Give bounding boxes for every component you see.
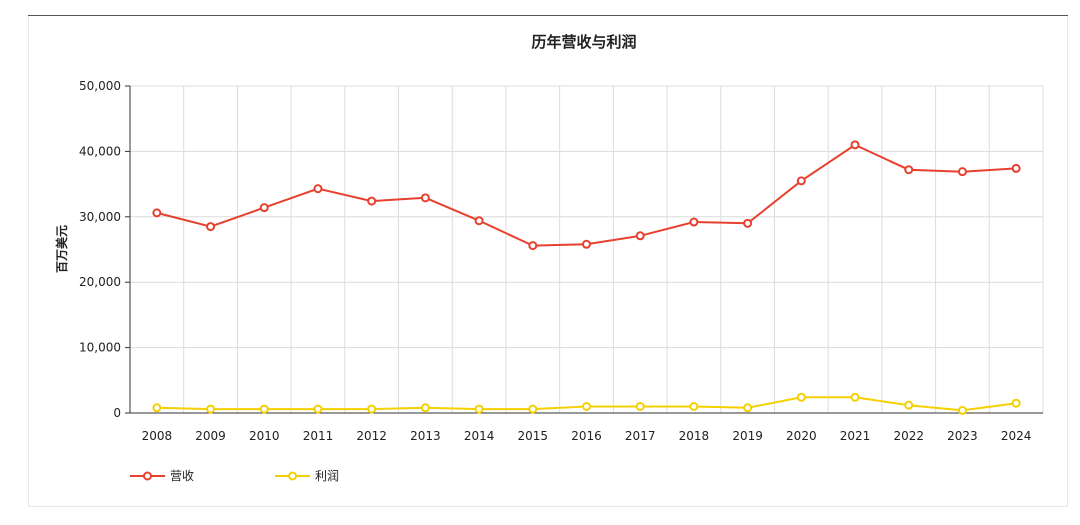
- x-tick-label: 2019: [732, 429, 763, 443]
- y-axis-label: 百万美元: [54, 225, 69, 273]
- data-point[interactable]: [152, 403, 162, 413]
- data-point[interactable]: [796, 176, 806, 186]
- data-point[interactable]: [582, 239, 591, 249]
- x-tick-label: 2016: [571, 429, 602, 443]
- data-point[interactable]: [635, 231, 645, 241]
- x-tick-label: 2008: [142, 429, 173, 443]
- data-point[interactable]: [528, 241, 538, 251]
- x-tick-label: 2018: [679, 429, 710, 443]
- x-tick-label: 2011: [303, 429, 334, 443]
- x-tick-label: 2013: [410, 429, 441, 443]
- legend-item[interactable]: 营收: [130, 469, 194, 483]
- data-point[interactable]: [850, 392, 860, 402]
- data-point[interactable]: [367, 196, 377, 206]
- chart-panel: [28, 16, 1068, 507]
- data-point[interactable]: [743, 403, 753, 413]
- data-point[interactable]: [1011, 398, 1021, 408]
- data-point[interactable]: [259, 203, 269, 213]
- data-point[interactable]: [206, 404, 216, 414]
- data-point[interactable]: [689, 401, 699, 411]
- legend-label: 营收: [170, 469, 194, 483]
- x-tick-label: 2024: [1001, 429, 1032, 443]
- data-point[interactable]: [367, 404, 377, 414]
- legend-swatch-marker: [143, 471, 152, 481]
- data-point[interactable]: [474, 216, 484, 226]
- top-rule: [28, 15, 1068, 16]
- y-tick-label: 40,000: [79, 144, 121, 158]
- y-tick-label: 30,000: [79, 210, 121, 224]
- y-tick-label: 50,000: [79, 79, 121, 93]
- x-tick-label: 2010: [249, 429, 280, 443]
- x-tick-label: 2012: [356, 429, 387, 443]
- series-1: [152, 392, 1021, 415]
- data-point[interactable]: [528, 404, 538, 414]
- data-point[interactable]: [635, 401, 645, 411]
- data-point[interactable]: [957, 405, 967, 415]
- data-point[interactable]: [743, 218, 753, 228]
- x-tick-label: 2020: [786, 429, 817, 443]
- x-tick-label: 2014: [464, 429, 495, 443]
- x-tick-label: 2023: [947, 429, 978, 443]
- data-point[interactable]: [1011, 163, 1021, 173]
- legend-item[interactable]: 利润: [275, 469, 339, 483]
- data-point[interactable]: [850, 140, 860, 150]
- data-point[interactable]: [206, 222, 216, 232]
- x-tick-label: 2015: [518, 429, 549, 443]
- legend[interactable]: 营收 利润: [130, 469, 339, 483]
- y-tick-label: 10,000: [79, 341, 121, 355]
- axes: 0 10,000 20,000 30,000 40,000 50,000 2008 2009 2…: [79, 79, 1043, 443]
- data-point[interactable]: [313, 404, 323, 414]
- data-point[interactable]: [474, 404, 484, 414]
- data-point[interactable]: [796, 392, 806, 402]
- chart-title: 历年营收与利润: [531, 33, 636, 51]
- legend-label: 利润: [315, 469, 339, 483]
- series-0: [152, 140, 1021, 251]
- y-tick-label: 20,000: [79, 275, 121, 289]
- x-tick-label: 2021: [840, 429, 871, 443]
- y-tick-label: 0: [113, 406, 121, 420]
- data-point[interactable]: [904, 165, 914, 175]
- data-point[interactable]: [152, 208, 162, 218]
- data-point[interactable]: [689, 217, 699, 227]
- x-tick-label: 2017: [625, 429, 656, 443]
- data-point[interactable]: [420, 403, 430, 413]
- data-point[interactable]: [259, 404, 269, 414]
- data-point[interactable]: [904, 400, 914, 410]
- data-point[interactable]: [313, 184, 323, 194]
- x-tick-label: 2009: [195, 429, 226, 443]
- x-tick-label: 2022: [893, 429, 924, 443]
- series: [152, 140, 1021, 415]
- grid: [130, 85, 1044, 413]
- data-point[interactable]: [957, 167, 967, 177]
- series-line: [156, 143, 1017, 247]
- data-point[interactable]: [420, 193, 430, 203]
- data-point[interactable]: [582, 401, 591, 411]
- legend-swatch-marker: [288, 471, 297, 481]
